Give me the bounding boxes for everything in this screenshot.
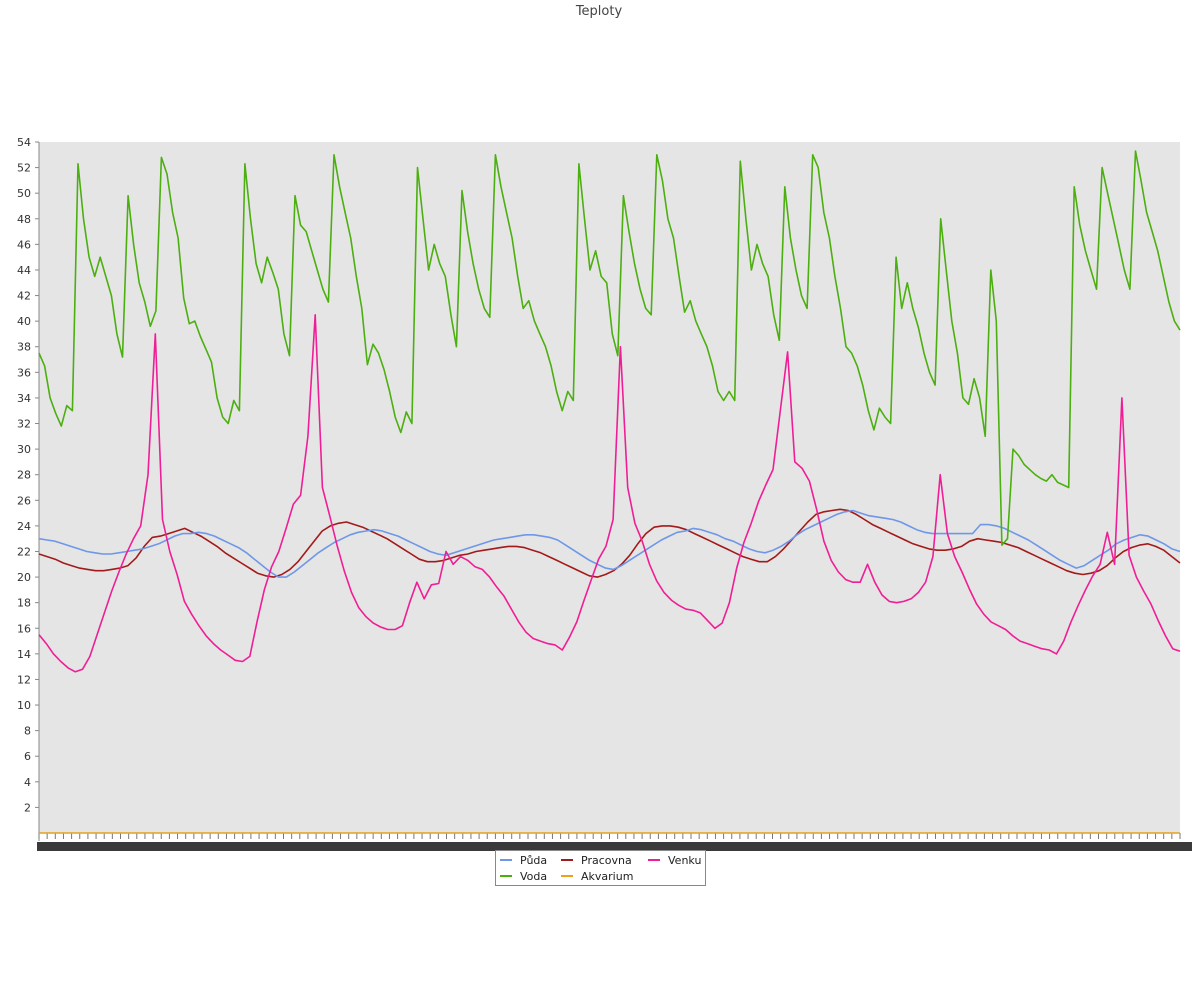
y-tick-label: 14	[17, 648, 31, 661]
series-layer	[38, 150, 1181, 834]
y-tick-label: 22	[17, 545, 31, 558]
series-line-pracovna	[38, 508, 1181, 578]
legend: Půda Pracovna Venku Voda Akvarium	[495, 850, 706, 886]
legend-box	[495, 850, 706, 886]
y-tick-label: 48	[17, 213, 31, 226]
legend-label: Venku	[668, 854, 701, 867]
y-tick-label: 32	[17, 418, 31, 431]
y-tick-label: 26	[17, 494, 31, 507]
y-tick-label: 28	[17, 469, 31, 482]
x-axis	[37, 832, 1192, 851]
y-tick-label: 52	[17, 162, 31, 175]
y-tick-label: 38	[17, 341, 31, 354]
y-tick-label: 50	[17, 187, 31, 200]
series-line-voda	[38, 150, 1181, 546]
y-tick-label: 20	[17, 571, 31, 584]
y-tick-label: 54	[17, 136, 31, 149]
y-tick-label: 24	[17, 520, 31, 533]
y-tick-label: 12	[17, 673, 31, 686]
y-tick-label: 40	[17, 315, 31, 328]
y-tick-label: 42	[17, 290, 31, 303]
y-tick-label: 44	[17, 264, 31, 277]
x-tick-labels	[37, 842, 1192, 851]
y-tick-label: 6	[24, 750, 31, 763]
series-line-venku	[38, 313, 1181, 673]
y-tick-label: 36	[17, 366, 31, 379]
plot-area	[39, 142, 1180, 833]
y-tick-label: 30	[17, 443, 31, 456]
legend-label: Pracovna	[581, 854, 632, 867]
y-tick-label: 8	[24, 725, 31, 738]
y-tick-label: 4	[24, 776, 31, 789]
y-axis: 2468101214161820222426283032343638404244…	[17, 136, 40, 841]
y-tick-label: 2	[24, 801, 31, 814]
legend-label: Půda	[520, 854, 547, 867]
legend-label: Voda	[520, 870, 547, 883]
y-tick-label: 10	[17, 699, 31, 712]
y-tick-label: 16	[17, 622, 31, 635]
y-tick-label: 34	[17, 392, 31, 405]
series-line-p-da	[38, 509, 1181, 578]
y-tick-label: 18	[17, 597, 31, 610]
y-tick-label: 46	[17, 238, 31, 251]
chart-title: Teploty	[575, 4, 623, 19]
legend-label: Akvarium	[581, 870, 633, 883]
